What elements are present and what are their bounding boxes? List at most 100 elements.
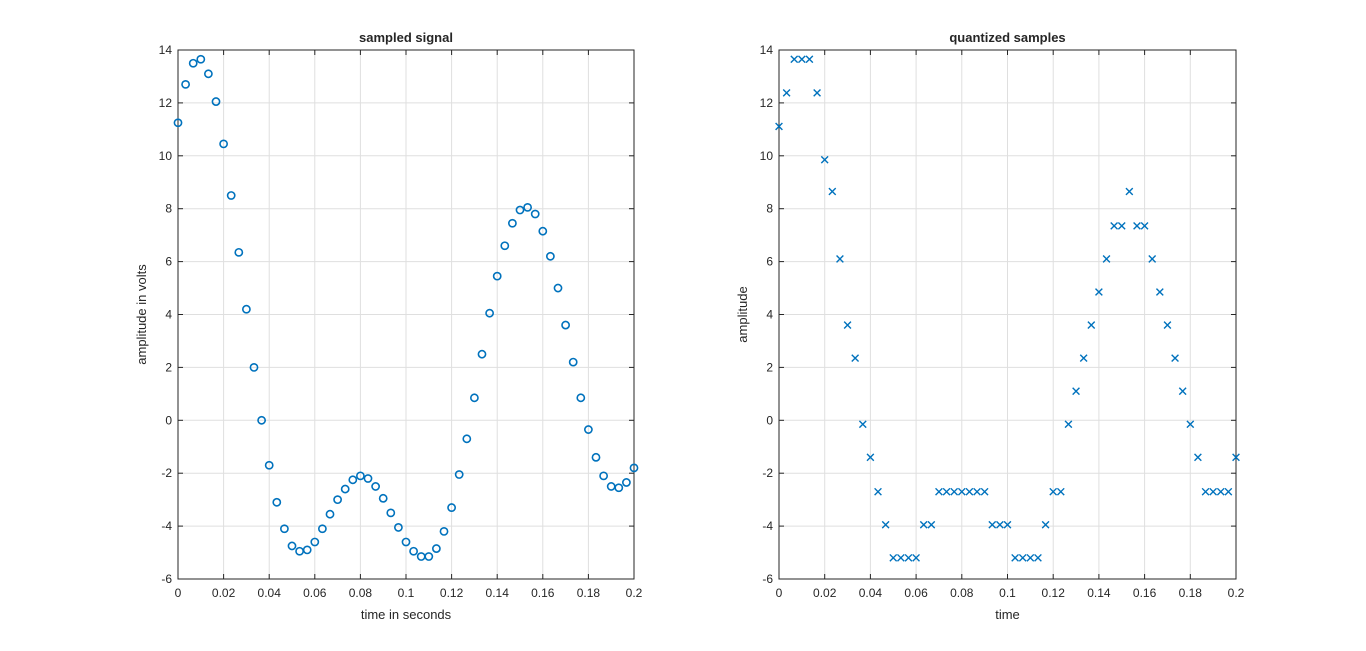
x-tick-label: 0.18 bbox=[1179, 586, 1203, 600]
data-point bbox=[173, 118, 183, 128]
x-tick-label: 0.04 bbox=[258, 586, 282, 600]
y-tick-label: 14 bbox=[760, 43, 774, 57]
data-point bbox=[545, 251, 555, 261]
data-point bbox=[805, 55, 814, 64]
data-point bbox=[371, 482, 381, 491]
data-point bbox=[1186, 420, 1195, 429]
data-point bbox=[188, 58, 198, 68]
x-tick-label: 0.02 bbox=[212, 586, 236, 600]
data-point bbox=[851, 354, 860, 363]
data-point bbox=[272, 497, 282, 507]
y-tick-label: 10 bbox=[159, 149, 173, 163]
data-point bbox=[1133, 221, 1141, 230]
data-point bbox=[1232, 453, 1240, 462]
data-point bbox=[881, 520, 890, 529]
y-tick-label: 12 bbox=[760, 96, 774, 110]
data-point bbox=[295, 546, 304, 556]
data-point bbox=[469, 393, 479, 403]
data-point bbox=[1072, 387, 1080, 396]
x-tick-label: 0.06 bbox=[303, 586, 327, 600]
y-tick-label: -4 bbox=[762, 519, 773, 533]
data-point bbox=[348, 475, 358, 485]
data-point bbox=[622, 478, 631, 487]
data-point bbox=[775, 122, 783, 131]
data-point bbox=[249, 362, 259, 372]
y-tick-label: 8 bbox=[766, 202, 773, 216]
x-tick-label: 0.1 bbox=[999, 586, 1016, 600]
data-point bbox=[904, 553, 913, 562]
data-point bbox=[797, 55, 806, 64]
x-tick-label: 0.12 bbox=[440, 586, 464, 600]
data-point bbox=[515, 205, 525, 215]
x-axis-label: time bbox=[995, 607, 1020, 622]
quantized-samples-plot: 0 0.02 0.04 0.06 0.08 0.1 0.12 0.14 0.16 0.18 0.2 -… bbox=[735, 30, 1245, 622]
data-point bbox=[409, 546, 418, 556]
data-point bbox=[538, 226, 548, 236]
data-point bbox=[386, 508, 396, 518]
data-point bbox=[584, 425, 593, 434]
data-point bbox=[1102, 255, 1111, 263]
data-point bbox=[355, 471, 365, 481]
data-point bbox=[813, 88, 821, 97]
data-point bbox=[599, 471, 609, 481]
chart-title: sampled signal bbox=[359, 30, 453, 45]
y-axis-label: amplitude in volts bbox=[134, 264, 149, 365]
x-axis-label: time in seconds bbox=[361, 607, 452, 622]
data-point bbox=[340, 484, 350, 494]
data-point bbox=[257, 415, 267, 425]
y-tick-label: 10 bbox=[760, 149, 774, 163]
data-point bbox=[561, 320, 570, 330]
data-point bbox=[394, 523, 403, 532]
y-tick-label: -4 bbox=[161, 519, 172, 533]
data-point bbox=[439, 526, 449, 536]
data-point bbox=[965, 487, 974, 496]
data-point bbox=[1117, 221, 1126, 230]
data-point bbox=[1224, 487, 1233, 496]
data-point bbox=[1018, 553, 1027, 562]
data-point bbox=[843, 321, 852, 329]
data-point bbox=[454, 470, 464, 479]
x-tick-label: 0.1 bbox=[398, 586, 415, 600]
data-point bbox=[280, 524, 289, 534]
data-point bbox=[1110, 221, 1119, 230]
y-tick-label: -6 bbox=[762, 572, 773, 586]
x-tick-label: 0.16 bbox=[1133, 586, 1157, 600]
y-tick-label: -2 bbox=[161, 466, 172, 480]
x-tick-label: 0.12 bbox=[1042, 586, 1066, 600]
data-point bbox=[1049, 487, 1058, 496]
data-point bbox=[1163, 321, 1172, 329]
y-tick-label: 8 bbox=[165, 202, 172, 216]
data-point bbox=[988, 520, 997, 529]
data-point bbox=[950, 487, 959, 496]
data-point bbox=[1079, 354, 1088, 363]
data-point bbox=[226, 191, 236, 200]
data-point bbox=[1041, 520, 1050, 529]
x-tick-label: 0.14 bbox=[1087, 586, 1111, 600]
data-point bbox=[325, 509, 335, 519]
data-point bbox=[416, 552, 426, 561]
data-point bbox=[211, 97, 221, 106]
data-point bbox=[1011, 553, 1020, 562]
data-point bbox=[317, 524, 327, 534]
data-point bbox=[866, 453, 875, 462]
x-tick-label: 0.08 bbox=[950, 586, 974, 600]
grid bbox=[177, 49, 635, 580]
data-point bbox=[181, 79, 190, 89]
data-point bbox=[1064, 420, 1073, 429]
data-point bbox=[1171, 354, 1179, 363]
data-point bbox=[1003, 520, 1012, 529]
data-point bbox=[302, 545, 312, 555]
x-tick-label: 0.08 bbox=[349, 586, 373, 600]
data-point bbox=[462, 434, 472, 444]
y-tick-label: 12 bbox=[159, 96, 173, 110]
x-tick-label: 0.18 bbox=[577, 586, 601, 600]
data-point bbox=[1201, 487, 1210, 496]
data-point bbox=[508, 218, 517, 228]
data-point bbox=[591, 452, 601, 462]
x-tick-label: 0 bbox=[776, 586, 783, 600]
data-point bbox=[310, 537, 320, 547]
data-point bbox=[241, 304, 251, 314]
data-point bbox=[980, 487, 989, 496]
data-point bbox=[820, 155, 829, 164]
data-point bbox=[378, 493, 388, 503]
